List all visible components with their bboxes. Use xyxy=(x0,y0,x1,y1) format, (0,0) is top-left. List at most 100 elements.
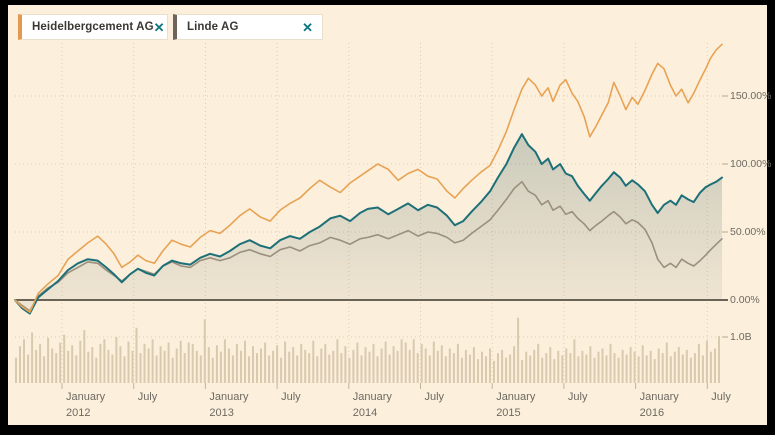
volume-bar xyxy=(485,356,487,383)
volume-bar xyxy=(533,349,536,383)
volume-bar xyxy=(649,350,652,383)
volume-bar xyxy=(472,347,475,383)
volume-bar xyxy=(420,343,423,383)
volume-bar xyxy=(19,346,21,383)
x-axis-label: July xyxy=(567,391,588,403)
volume-bar xyxy=(119,346,122,383)
x-axis-label: January 2013 xyxy=(209,391,249,419)
volume-bar xyxy=(187,342,190,383)
volume-bar xyxy=(43,356,46,383)
volume-bar xyxy=(111,354,114,383)
volume-bar xyxy=(553,359,556,383)
volume-bar xyxy=(179,340,182,383)
close-icon[interactable]: ✕ xyxy=(302,19,313,35)
volume-bar xyxy=(316,356,319,383)
volume-bar xyxy=(99,343,102,383)
volume-bar xyxy=(183,353,186,383)
volume-bar xyxy=(352,349,355,383)
volume-bar xyxy=(59,342,62,383)
volume-bar xyxy=(428,355,431,383)
volume-bar xyxy=(191,343,194,383)
volume-bar xyxy=(203,319,206,383)
volume-bar xyxy=(336,339,339,383)
volume-bar xyxy=(344,346,347,383)
volume-bar xyxy=(601,348,604,383)
volume-bar xyxy=(83,330,86,383)
volume-bar xyxy=(625,354,628,383)
volume-bar xyxy=(701,355,704,383)
volume-bar xyxy=(103,339,106,383)
volume-bar xyxy=(697,343,700,383)
volume-bar xyxy=(545,353,548,383)
volume-bar xyxy=(597,351,600,383)
volume-bar xyxy=(629,347,632,383)
volume-bar xyxy=(123,356,126,383)
legend-chip-linde[interactable]: Linde AG ✕ xyxy=(173,14,323,40)
x-axis-label: July xyxy=(281,391,301,403)
volume-bar xyxy=(364,347,367,383)
volume-bar xyxy=(585,354,588,383)
volume-bar xyxy=(47,337,50,383)
close-icon[interactable]: ✕ xyxy=(153,19,165,35)
x-axis-label: January 2015 xyxy=(496,391,536,419)
volume-bar xyxy=(376,356,379,383)
volume-bar xyxy=(155,355,158,383)
volume-bar xyxy=(348,357,351,383)
volume-bar xyxy=(372,343,375,383)
volume-bar xyxy=(509,354,512,383)
volume-bar xyxy=(244,340,246,383)
volume-bar xyxy=(320,348,323,383)
volume-bar xyxy=(107,349,110,383)
x-axis-label: July xyxy=(711,391,731,403)
volume-bar xyxy=(448,348,451,383)
volume-bar xyxy=(581,350,584,383)
y-axis-label: 50.00% xyxy=(730,226,766,238)
volume-bar xyxy=(131,350,134,383)
volume-bar xyxy=(276,345,279,383)
volume-bar xyxy=(87,351,90,383)
volume-bar xyxy=(219,351,222,383)
volume-bar xyxy=(264,342,267,383)
volume-bar xyxy=(71,345,74,383)
volume-bar xyxy=(248,356,250,383)
volume-axis-label: 1.0B xyxy=(730,331,752,343)
volume-bar xyxy=(332,350,335,383)
volume-bar xyxy=(296,355,299,383)
volume-bar xyxy=(621,349,624,383)
volume-bar xyxy=(163,350,166,383)
volume-bar xyxy=(645,355,648,383)
volume-bar xyxy=(151,339,154,383)
volume-bar xyxy=(521,360,524,383)
volume-bar xyxy=(641,345,644,383)
volume-bar xyxy=(689,357,692,383)
legend-chip-label: Heidelbergcement AG xyxy=(32,21,154,33)
volume-bar xyxy=(565,348,568,383)
price-comparison-chart[interactable] xyxy=(8,5,767,425)
volume-bar xyxy=(360,355,363,383)
volume-bar xyxy=(35,349,38,383)
volume-bar xyxy=(27,354,30,383)
y-axis-label: 0.00% xyxy=(730,294,760,306)
volume-bar xyxy=(211,357,214,383)
volume-bar xyxy=(256,353,258,383)
volume-bar xyxy=(718,336,720,383)
volume-bar xyxy=(23,339,25,383)
volume-bar xyxy=(432,341,435,383)
volume-bar xyxy=(392,346,395,383)
volume-bar xyxy=(159,346,162,383)
volume-bar xyxy=(493,360,495,383)
volume-bar xyxy=(340,353,343,383)
volume-bar xyxy=(709,351,712,383)
volume-bar xyxy=(593,357,596,383)
volume-bar xyxy=(609,343,612,383)
legend-chip-heidelbergcement[interactable]: Heidelbergcement AG ✕ xyxy=(18,14,168,40)
x-axis-label: January 2012 xyxy=(66,391,106,419)
volume-bar xyxy=(404,342,407,383)
x-axis-label: January 2016 xyxy=(639,391,679,419)
volume-bar xyxy=(95,357,98,383)
volume-bar xyxy=(677,347,680,383)
volume-bar xyxy=(681,354,684,383)
volume-bar xyxy=(456,343,459,383)
y-axis-label: 100.00% xyxy=(730,158,772,170)
volume-bar xyxy=(252,346,254,383)
